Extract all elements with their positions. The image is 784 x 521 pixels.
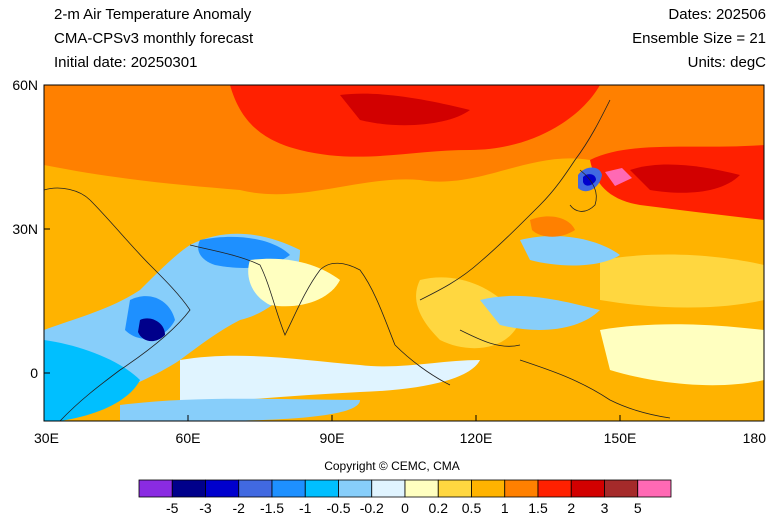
latitude-axis: 60N 30N 0 xyxy=(12,77,50,381)
lon-tick-label: 180 xyxy=(743,430,767,446)
forecast-dates: Dates: 202506 xyxy=(668,6,766,23)
colorbar-swatch xyxy=(437,479,472,498)
colorbar-label: 1.5 xyxy=(528,500,548,516)
colorbar-label: 5 xyxy=(634,500,642,516)
colorbar-label: -3 xyxy=(199,500,212,516)
colorbar-label: -5 xyxy=(166,500,179,516)
lon-tick-label: 150E xyxy=(604,430,637,446)
colorbar-swatch xyxy=(271,479,306,498)
colorbar: -5 -3 -2 -1.5 -1 -0.5 -0.2 0 0.2 0.5 1 1.5 2 3 5 xyxy=(138,479,672,516)
colorbar-swatch xyxy=(404,479,439,498)
colorbar-swatch xyxy=(138,479,173,498)
longitude-axis: 30E 60E 90E 120E 150E 180 xyxy=(34,415,766,446)
colorbar-swatch xyxy=(338,479,373,498)
colorbar-label: -0.5 xyxy=(326,500,350,516)
ensemble-size: Ensemble Size = 21 xyxy=(632,30,766,47)
colorbar-label: -0.2 xyxy=(360,500,384,516)
coastlines xyxy=(44,99,671,421)
title: 2-m Air Temperature Anomaly xyxy=(54,6,252,23)
colorbar-swatch xyxy=(604,479,639,498)
colorbar-swatch xyxy=(304,479,339,498)
colorbar-swatch xyxy=(637,479,672,498)
colorbar-swatch xyxy=(570,479,605,498)
colorbar-swatch xyxy=(238,479,273,498)
colorbar-label: 2 xyxy=(567,500,575,516)
anomaly-field xyxy=(44,85,764,421)
lon-tick-label: 90E xyxy=(320,430,345,446)
colorbar-swatch xyxy=(537,479,572,498)
colorbar-label: -1.5 xyxy=(260,500,284,516)
colorbar-label: -1 xyxy=(299,500,312,516)
colorbar-label: 1 xyxy=(501,500,509,516)
lat-tick-label: 0 xyxy=(30,365,38,381)
colorbar-swatch xyxy=(504,479,539,498)
colorbar-label: 0.5 xyxy=(462,500,482,516)
colorbar-label: 0 xyxy=(401,500,409,516)
colorbar-swatch xyxy=(205,479,240,498)
colorbar-label: 0.2 xyxy=(429,500,449,516)
copyright-notice: Copyright © CEMC, CMA xyxy=(324,459,460,473)
initial-date: Initial date: 20250301 xyxy=(54,54,198,71)
colorbar-swatch xyxy=(471,479,506,498)
model-name: CMA-CPSv3 monthly forecast xyxy=(54,30,254,47)
lon-tick-label: 120E xyxy=(460,430,493,446)
colorbar-swatch xyxy=(171,479,206,498)
colorbar-label: -2 xyxy=(233,500,246,516)
lon-tick-label: 30E xyxy=(34,430,59,446)
colorbar-label: 3 xyxy=(601,500,609,516)
map-frame xyxy=(43,84,765,422)
lon-tick-label: 60E xyxy=(176,430,201,446)
colorbar-swatch xyxy=(371,479,406,498)
lat-tick-label: 60N xyxy=(12,77,38,93)
units-label: Units: degC xyxy=(687,54,766,71)
lat-tick-label: 30N xyxy=(12,221,38,237)
